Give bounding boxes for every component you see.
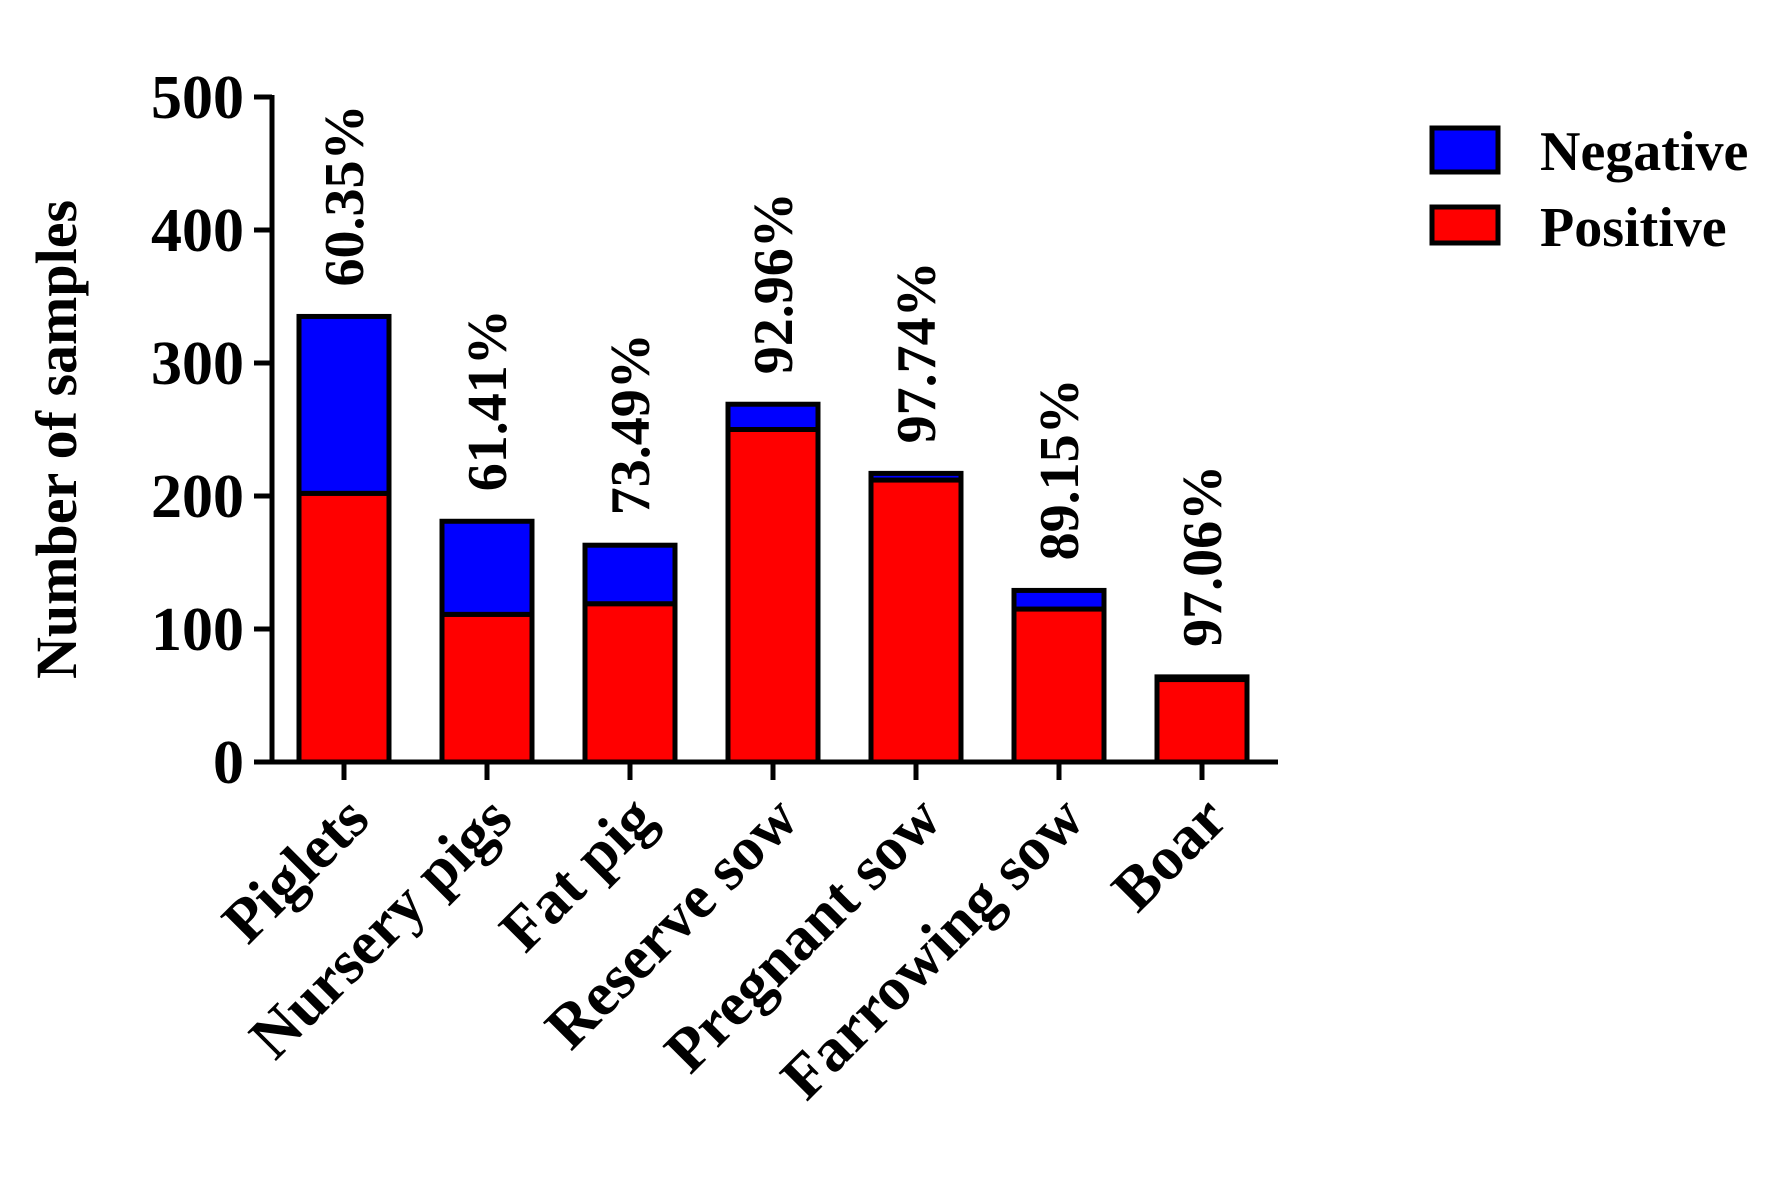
percentage-label: 97.74%: [886, 261, 948, 443]
bar-positive-boar: [1154, 677, 1250, 765]
legend-swatch-negative: [1429, 125, 1501, 175]
y-axis-title: Number of samples: [24, 200, 89, 679]
bar-positive-pregnant-sow: [868, 477, 964, 765]
percentage-label: 89.15%: [1029, 378, 1091, 560]
bar-negative-reserve-sow: [725, 401, 821, 433]
legend-swatch-positive: [1429, 204, 1501, 246]
percentage-label: 60.35%: [314, 104, 376, 286]
y-tick-label: 400: [151, 197, 244, 265]
legend-label-positive: Positive: [1540, 197, 1727, 259]
bar-negative-farrowing-sow: [1011, 587, 1107, 612]
bar-positive-reserve-sow: [725, 427, 821, 765]
bar-positive-fat-pig: [582, 601, 678, 765]
y-tick-label: 200: [151, 463, 244, 531]
bar-negative-nursery-pigs: [439, 518, 535, 617]
y-tick-label: 0: [213, 729, 244, 797]
y-tick-label: 300: [151, 330, 244, 398]
legend-label-negative: Negative: [1540, 121, 1748, 183]
bar-negative-boar: [1154, 674, 1250, 683]
percentage-label: 92.96%: [743, 192, 805, 374]
bar-positive-piglets: [296, 490, 392, 765]
bars-layer: [296, 313, 1250, 765]
y-tick-label: 500: [151, 64, 244, 132]
percentage-label: 61.41%: [457, 309, 519, 491]
x-category-label: Boar: [1099, 784, 1240, 925]
percentage-label: 97.06%: [1172, 465, 1234, 647]
bar-negative-piglets: [296, 313, 392, 496]
bar-positive-farrowing-sow: [1011, 606, 1107, 765]
ticks-layer: [254, 94, 1205, 780]
y-tick-label: 100: [151, 596, 244, 664]
percentage-label: 73.49%: [600, 333, 662, 515]
legend: Negative Positive: [1429, 121, 1748, 259]
bar-positive-nursery-pigs: [439, 611, 535, 765]
bar-negative-pregnant-sow: [868, 470, 964, 483]
bar-negative-fat-pig: [582, 542, 678, 607]
